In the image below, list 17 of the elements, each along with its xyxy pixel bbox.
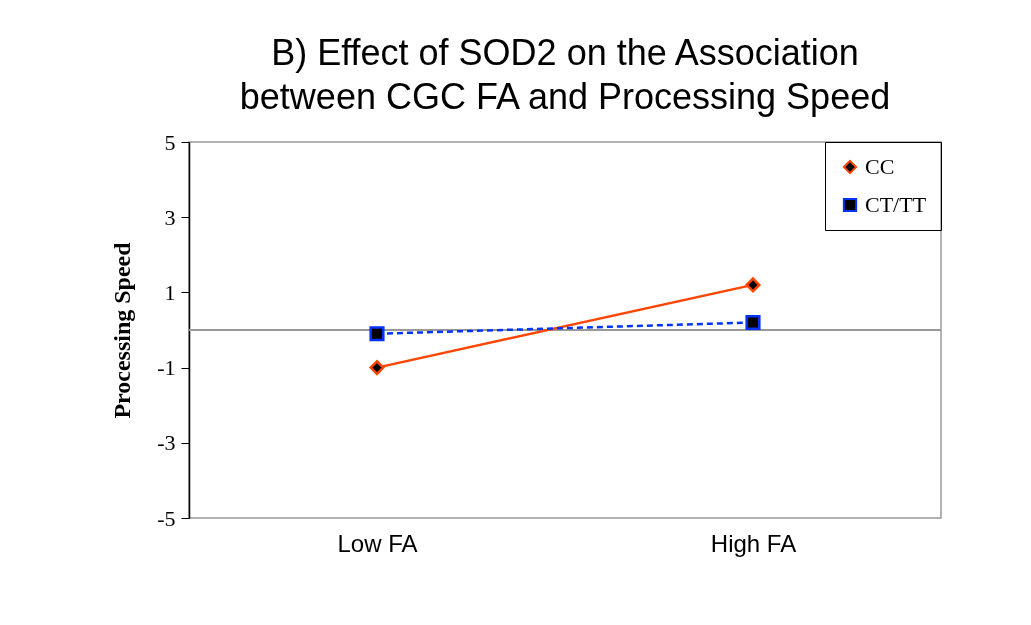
y-tick-label: -5 xyxy=(157,505,176,531)
legend-label: CC xyxy=(865,154,895,179)
text: B) Effect of SOD2 on the Association xyxy=(271,32,859,73)
y-axis-title: Processing Speed xyxy=(109,241,136,419)
point xyxy=(369,360,385,376)
point xyxy=(745,277,761,293)
y-tick-label: 5 xyxy=(164,129,176,155)
y-tick-label: -1 xyxy=(157,355,176,381)
point xyxy=(369,326,385,342)
point xyxy=(745,314,761,331)
x-tick-label: High FA xyxy=(710,529,797,557)
x-tick-label: Low FA xyxy=(337,529,418,557)
y-tick-label: 1 xyxy=(164,279,176,305)
y-tick-label: -3 xyxy=(157,430,176,456)
text: between CGC FA and Processing Speed xyxy=(239,76,891,117)
y-tick-label: 3 xyxy=(164,204,176,230)
legend-label: CT/TT xyxy=(865,192,927,217)
